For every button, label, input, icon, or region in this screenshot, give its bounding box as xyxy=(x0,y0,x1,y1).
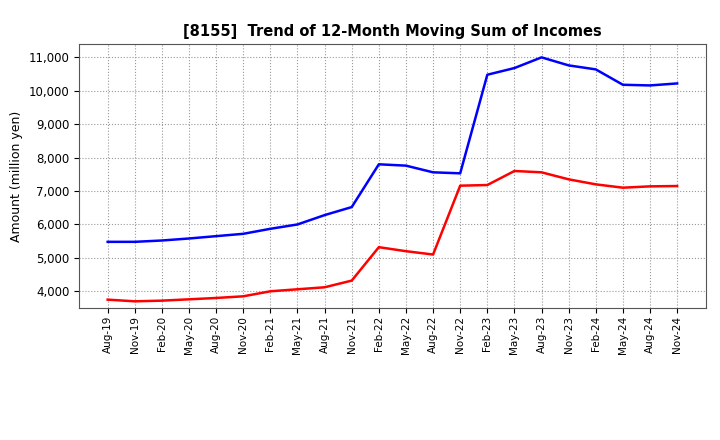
Net Income xyxy=(402,249,410,254)
Ordinary Income xyxy=(672,81,681,86)
Net Income xyxy=(293,286,302,292)
Net Income xyxy=(104,297,112,302)
Ordinary Income xyxy=(266,226,275,231)
Ordinary Income xyxy=(646,83,654,88)
Y-axis label: Amount (million yen): Amount (million yen) xyxy=(10,110,23,242)
Net Income xyxy=(456,183,464,188)
Net Income xyxy=(483,183,492,188)
Net Income xyxy=(428,252,437,257)
Ordinary Income xyxy=(212,234,220,239)
Title: [8155]  Trend of 12-Month Moving Sum of Incomes: [8155] Trend of 12-Month Moving Sum of I… xyxy=(183,24,602,39)
Ordinary Income xyxy=(456,171,464,176)
Net Income xyxy=(672,183,681,189)
Ordinary Income xyxy=(130,239,139,245)
Net Income xyxy=(130,299,139,304)
Ordinary Income xyxy=(348,205,356,210)
Net Income xyxy=(239,293,248,299)
Ordinary Income xyxy=(510,66,518,71)
Net Income xyxy=(185,297,194,302)
Net Income xyxy=(510,169,518,174)
Ordinary Income xyxy=(374,161,383,167)
Ordinary Income xyxy=(537,55,546,60)
Ordinary Income xyxy=(618,82,627,88)
Net Income xyxy=(320,285,329,290)
Ordinary Income xyxy=(591,67,600,72)
Line: Net Income: Net Income xyxy=(108,171,677,301)
Ordinary Income xyxy=(158,238,166,243)
Net Income xyxy=(348,278,356,283)
Net Income xyxy=(646,184,654,189)
Net Income xyxy=(158,298,166,303)
Net Income xyxy=(212,295,220,301)
Ordinary Income xyxy=(239,231,248,236)
Ordinary Income xyxy=(320,213,329,218)
Ordinary Income xyxy=(564,63,573,68)
Ordinary Income xyxy=(293,222,302,227)
Net Income xyxy=(564,177,573,182)
Net Income xyxy=(591,182,600,187)
Net Income xyxy=(266,289,275,294)
Ordinary Income xyxy=(428,170,437,175)
Net Income xyxy=(374,245,383,250)
Net Income xyxy=(618,185,627,191)
Ordinary Income xyxy=(185,236,194,241)
Net Income xyxy=(537,170,546,175)
Line: Ordinary Income: Ordinary Income xyxy=(108,57,677,242)
Ordinary Income xyxy=(483,72,492,77)
Ordinary Income xyxy=(402,163,410,168)
Ordinary Income xyxy=(104,239,112,245)
